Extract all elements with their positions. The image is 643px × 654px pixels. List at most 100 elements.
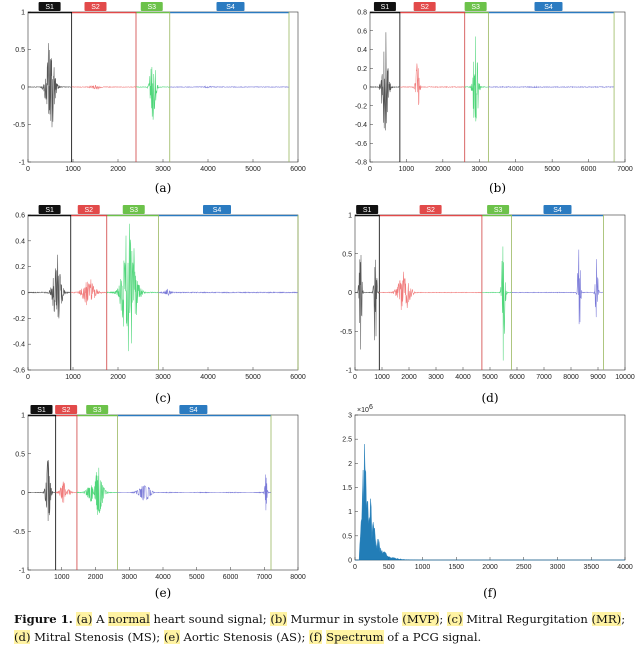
- x-tick-label: 0: [368, 166, 372, 173]
- signal-s3: [76, 467, 118, 515]
- segment-label-s2: S2: [420, 4, 429, 11]
- x-tick-label: 1500: [448, 564, 464, 571]
- signal-s4: [488, 85, 614, 89]
- x-tick-label: 8000: [290, 574, 306, 581]
- y-scale-exponent: 6: [369, 404, 373, 411]
- x-tick-label: 1000: [374, 374, 390, 381]
- signal-s2: [379, 271, 482, 311]
- x-tick-label: 6000: [509, 374, 525, 381]
- x-tick-label: 4000: [200, 166, 216, 173]
- segment-label-s1: S1: [45, 207, 54, 214]
- caption-highlight: (d): [14, 630, 31, 644]
- segment-label-s1: S1: [37, 407, 46, 414]
- panel-sublabel: (b): [489, 181, 506, 195]
- signal-s4: [117, 474, 271, 511]
- signal-s3: [106, 223, 159, 352]
- x-tick-label: 9000: [590, 374, 606, 381]
- caption-fragment: Mitral Stenosis (MS);: [30, 630, 164, 644]
- x-tick-label: 4000: [155, 574, 171, 581]
- x-tick-label: 6000: [290, 166, 306, 173]
- segment-label-s4: S4: [553, 207, 562, 214]
- plot-frame: [354, 414, 626, 561]
- x-tick-label: 6000: [581, 166, 597, 173]
- x-tick-label: 3000: [155, 374, 171, 381]
- spectrum-area: [355, 444, 625, 561]
- caption-highlight: normal: [108, 612, 150, 626]
- segment-label-s2: S2: [62, 407, 71, 414]
- signal-s1: [369, 32, 400, 131]
- caption-fragment: ;: [439, 612, 447, 626]
- x-tick-label: 4000: [508, 166, 524, 173]
- segment-label-s4: S4: [213, 207, 222, 214]
- segment-label-s3: S3: [93, 407, 102, 414]
- y-tick-label: 1: [21, 413, 25, 420]
- y-tick-label: 1: [21, 10, 25, 17]
- caption-highlight: (c): [446, 612, 463, 626]
- panel-sublabel: (f): [483, 586, 497, 600]
- segment-label-box-s2: [419, 205, 442, 214]
- y-tick-label: 0.4: [15, 238, 25, 245]
- y-tick-label: 3: [348, 413, 352, 420]
- segment-label-box-s3: [140, 2, 163, 11]
- caption-fragment: A: [92, 612, 109, 626]
- y-tick-label: 0.5: [15, 451, 25, 458]
- x-tick-label: 7000: [256, 574, 272, 581]
- y-tick-label: 0.4: [357, 47, 367, 54]
- y-tick-label: 0.5: [342, 533, 352, 540]
- y-tick-label: -0.6: [355, 141, 367, 148]
- signal-s4: [511, 249, 604, 325]
- segment-label-box-s2: [77, 205, 100, 214]
- segment-label-box-s4: [179, 405, 208, 414]
- caption-highlight: Spectrum: [326, 630, 384, 644]
- segment-label-s3: S3: [494, 207, 503, 214]
- segment-label-box-s4: [203, 205, 231, 214]
- x-tick-label: 6000: [223, 574, 239, 581]
- caption-highlight: (MR): [591, 612, 622, 626]
- x-tick-label: 3000: [550, 564, 566, 571]
- segment-label-box-s4: [216, 2, 245, 11]
- y-tick-label: -0.2: [355, 103, 367, 110]
- caption-highlight: (MVP): [402, 612, 440, 626]
- figure-label: Figure 1.: [14, 612, 73, 626]
- segment-label-box-s3: [86, 405, 109, 414]
- segment-label-s3: S3: [471, 4, 480, 11]
- signal-s1: [27, 43, 72, 128]
- x-tick-label: 1000: [415, 564, 431, 571]
- y-tick-label: 1: [348, 509, 352, 516]
- panel-sublabel: (a): [155, 181, 172, 195]
- x-tick-label: 6000: [290, 374, 306, 381]
- x-tick-label: 7000: [617, 166, 633, 173]
- x-tick-label: 4000: [200, 374, 216, 381]
- signal-s2: [55, 481, 77, 503]
- caption-highlight: (b): [270, 612, 287, 626]
- x-tick-label: 5000: [245, 374, 261, 381]
- x-tick-label: 2000: [110, 374, 126, 381]
- caption-fragment: of a PCG signal.: [383, 630, 482, 644]
- signal-s3: [464, 36, 489, 122]
- y-tick-label: 0: [348, 290, 352, 297]
- y-tick-label: 0: [21, 490, 25, 497]
- y-tick-label: -0.5: [13, 122, 25, 129]
- x-tick-label: 1000: [54, 574, 70, 581]
- x-tick-label: 3000: [471, 166, 487, 173]
- segment-label-box-s2: [84, 2, 107, 11]
- caption-fragment: Mitral Regurgitation: [462, 612, 592, 626]
- x-tick-label: 5000: [245, 166, 261, 173]
- signal-s2: [399, 63, 465, 105]
- x-tick-label: 0: [26, 166, 30, 173]
- x-tick-label: 7000: [536, 374, 552, 381]
- y-tick-label: 0.5: [15, 47, 25, 54]
- x-tick-label: 8000: [563, 374, 579, 381]
- signal-s1: [354, 254, 380, 350]
- x-tick-label: 1000: [65, 374, 81, 381]
- x-tick-label: 5000: [189, 574, 205, 581]
- segment-label-box-s2: [413, 2, 436, 11]
- y-tick-label: -0.2: [13, 316, 25, 323]
- caption-fragment: Murmur in systole: [286, 612, 403, 626]
- segment-label-box-s3: [487, 205, 510, 214]
- y-tick-label: 0: [363, 85, 367, 92]
- panel-a: 0 1000 2000 3000 4000 5000 6000 -1 -0.5 0 0.5 1 (a) S…: [13, 2, 306, 195]
- segment-label-s4: S4: [544, 4, 553, 11]
- y-tick-label: 0.6: [15, 213, 25, 220]
- panel-c: 0 1000 2000 3000 4000 5000 6000 -0.6 -0.4 -0.2 0 0.…: [13, 205, 306, 405]
